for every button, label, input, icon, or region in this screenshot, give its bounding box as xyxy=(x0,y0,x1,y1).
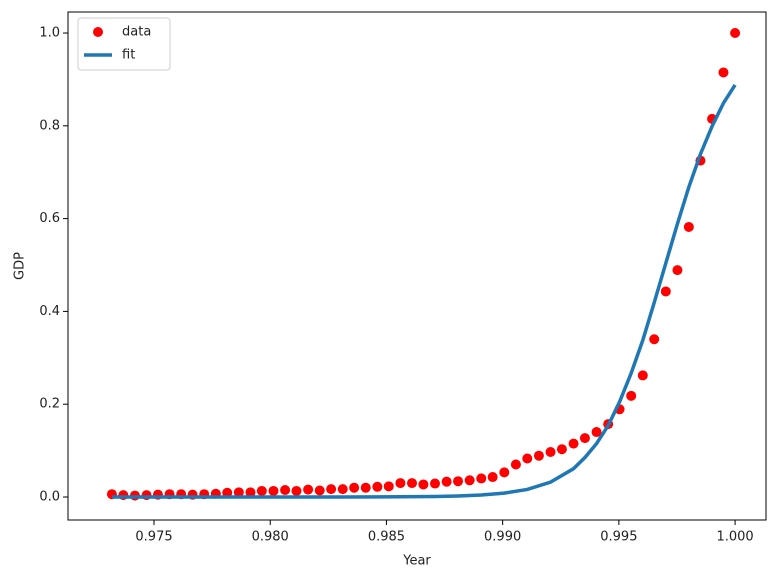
data-point xyxy=(233,487,244,498)
data-point xyxy=(314,485,325,496)
data-point xyxy=(430,478,441,489)
data-point xyxy=(579,433,590,444)
data-point xyxy=(383,481,394,492)
data-point xyxy=(372,481,383,492)
data-point xyxy=(649,334,660,345)
data-point xyxy=(464,475,475,486)
x-tick-label: 0.990 xyxy=(484,530,521,545)
data-point xyxy=(268,485,279,496)
data-point xyxy=(303,484,314,495)
data-point xyxy=(245,487,256,498)
data-point xyxy=(533,450,544,461)
data-point xyxy=(487,472,498,483)
plot-frame xyxy=(67,11,767,521)
data-point xyxy=(395,478,406,489)
data-point xyxy=(349,482,360,493)
x-tick-label: 0.995 xyxy=(600,530,637,545)
data-point xyxy=(626,390,637,401)
x-tick-label: 1.000 xyxy=(716,530,753,545)
data-point xyxy=(545,446,556,457)
data-point xyxy=(360,482,371,493)
y-tick-label: 0.0 xyxy=(39,489,60,504)
data-point xyxy=(637,370,648,381)
data-point xyxy=(476,473,487,484)
data-point xyxy=(418,479,429,490)
data-point xyxy=(256,485,267,496)
y-axis-label: GDP xyxy=(13,252,28,280)
legend-label: data xyxy=(122,25,151,40)
data-point xyxy=(337,484,348,495)
legend-label: fit xyxy=(122,48,135,63)
y-tick-label: 0.6 xyxy=(39,211,60,226)
data-point xyxy=(522,453,533,464)
data-point xyxy=(568,438,579,449)
data-point xyxy=(556,444,567,455)
fit-line xyxy=(111,84,737,499)
data-point xyxy=(407,478,418,489)
y-tick-label: 1.0 xyxy=(39,26,60,41)
data-point xyxy=(718,67,729,78)
data-point xyxy=(441,476,452,487)
x-tick-label: 0.980 xyxy=(252,530,289,545)
y-tick-label: 0.4 xyxy=(39,304,60,319)
x-tick-label: 0.985 xyxy=(368,530,405,545)
data-point xyxy=(683,221,694,232)
data-point xyxy=(499,467,510,478)
y-tick-label: 0.2 xyxy=(39,397,60,412)
data-point xyxy=(510,459,521,470)
data-point xyxy=(660,286,671,297)
x-axis-label: Year xyxy=(402,554,431,569)
data-point xyxy=(591,427,602,438)
legend-marker xyxy=(93,27,103,37)
data-point xyxy=(326,484,337,495)
data-point xyxy=(291,485,302,496)
y-tick-label: 0.8 xyxy=(39,118,60,133)
x-tick-label: 0.975 xyxy=(135,530,172,545)
data-point xyxy=(280,485,291,496)
data-point xyxy=(672,265,683,276)
data-point xyxy=(730,28,741,39)
data-point xyxy=(453,476,464,487)
